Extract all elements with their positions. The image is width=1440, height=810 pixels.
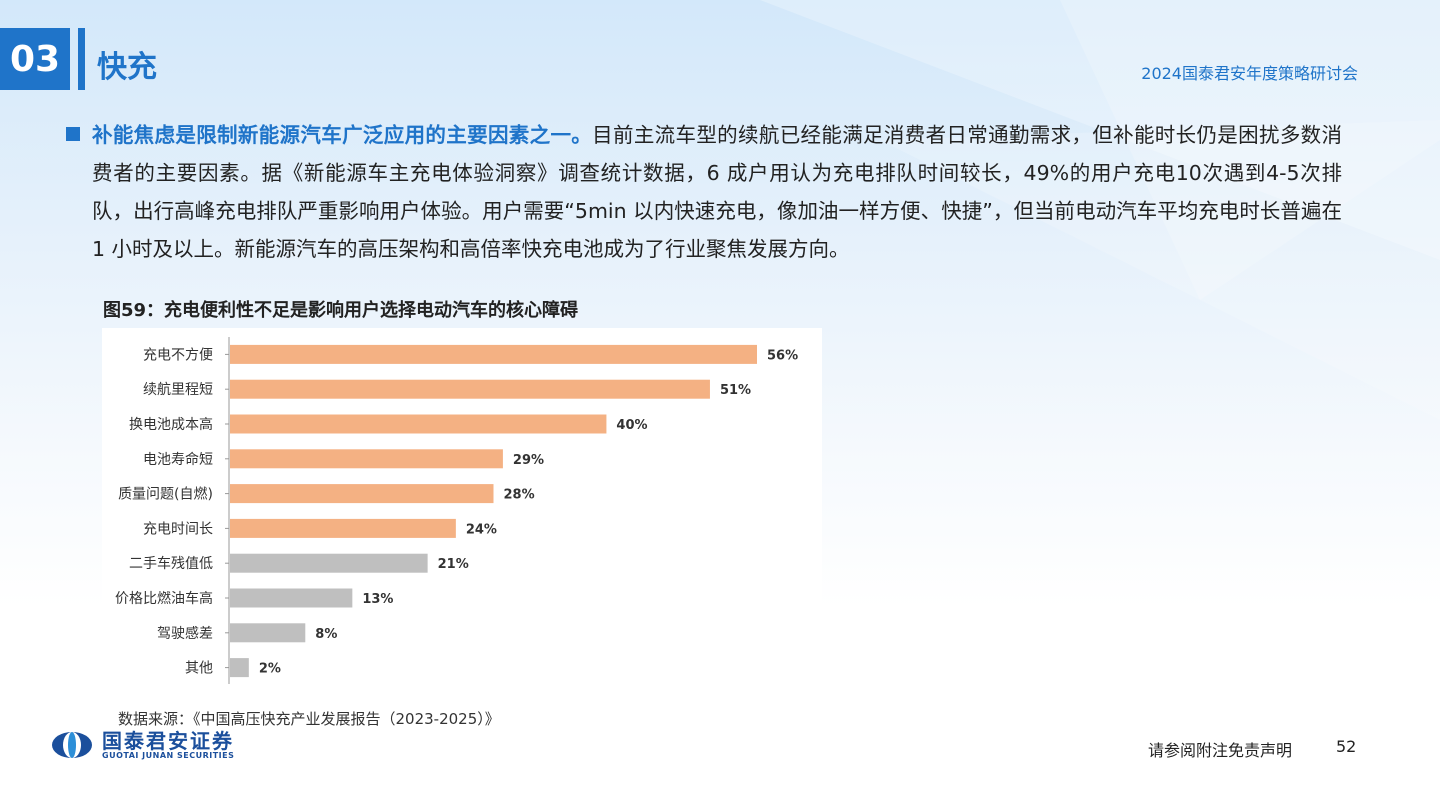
body-text: 目前主流车型的续航已经能满足消费者日常通勤需求，但补能时长仍是困扰多数消费者的主… xyxy=(92,123,1343,261)
logo-english-name: GUOTAI JUNAN SECURITIES xyxy=(102,750,235,760)
data-source: 数据来源：《中国高压快充产业发展报告（2023-2025）》 xyxy=(118,710,500,728)
bar xyxy=(230,623,306,643)
value-label: 40% xyxy=(616,418,647,433)
category-label: 电池寿命短 xyxy=(143,451,213,468)
page-title: 快充 xyxy=(97,50,157,85)
conference-title: 2024国泰君安年度策略研讨会 xyxy=(1141,64,1358,83)
bar-chart: 充电不方便 56% 续航里程短 51% 换电池成本高 40% 电池寿命短 29% 质量问题(自燃… xyxy=(115,337,798,685)
figure-caption: 图59：充电便利性不足是影响用户选择电动汽车的核心障碍 xyxy=(103,300,579,321)
category-label: 驾驶感差 xyxy=(157,625,213,642)
bar xyxy=(230,379,710,399)
bar xyxy=(230,588,353,608)
value-label: 13% xyxy=(362,592,393,607)
category-label: 充电时间长 xyxy=(143,521,213,537)
value-label: 2% xyxy=(259,662,281,677)
bullet-square-icon xyxy=(66,127,80,141)
bar xyxy=(230,553,428,573)
page-number: 52 xyxy=(1336,737,1357,756)
value-label: 51% xyxy=(720,383,751,398)
chart-container: 充电不方便 56% 续航里程短 51% 换电池成本高 40% 电池寿命短 29% 质量问题(自燃… xyxy=(102,328,822,685)
lead-sentence: 补能焦虑是限制新能源汽车广泛应用的主要因素之一。 xyxy=(92,123,593,147)
logo-mark-icon xyxy=(52,732,92,758)
category-label: 质量问题(自燃) xyxy=(118,486,213,503)
category-label: 二手车残值低 xyxy=(129,555,213,572)
bar xyxy=(230,518,456,538)
disclaimer-text: 请参阅附注免责声明 xyxy=(1148,741,1293,760)
value-label: 29% xyxy=(513,453,544,468)
category-label: 价格比燃油车高 xyxy=(115,590,213,607)
bar xyxy=(230,449,503,469)
bar xyxy=(230,658,249,678)
body-paragraph: 补能焦虑是限制新能源汽车广泛应用的主要因素之一。目前主流车型的续航已经能满足消费… xyxy=(92,116,1342,268)
value-label: 28% xyxy=(504,488,535,503)
category-label: 其他 xyxy=(185,661,213,677)
value-label: 24% xyxy=(466,522,497,537)
value-label: 21% xyxy=(438,557,469,572)
category-label: 换电池成本高 xyxy=(129,416,213,433)
title-accent-bar xyxy=(78,28,85,90)
bar xyxy=(230,344,757,364)
category-label: 充电不方便 xyxy=(143,347,213,363)
bar xyxy=(230,414,607,434)
logo-chinese-name: 国泰君安证券 xyxy=(102,728,234,753)
bar xyxy=(230,484,494,504)
company-logo: 国泰君安证券 GUOTAI JUNAN SECURITIES xyxy=(50,730,234,760)
section-number: 03 xyxy=(0,28,70,90)
value-label: 56% xyxy=(767,348,798,363)
category-label: 续航里程短 xyxy=(143,381,213,398)
value-label: 8% xyxy=(315,627,337,642)
